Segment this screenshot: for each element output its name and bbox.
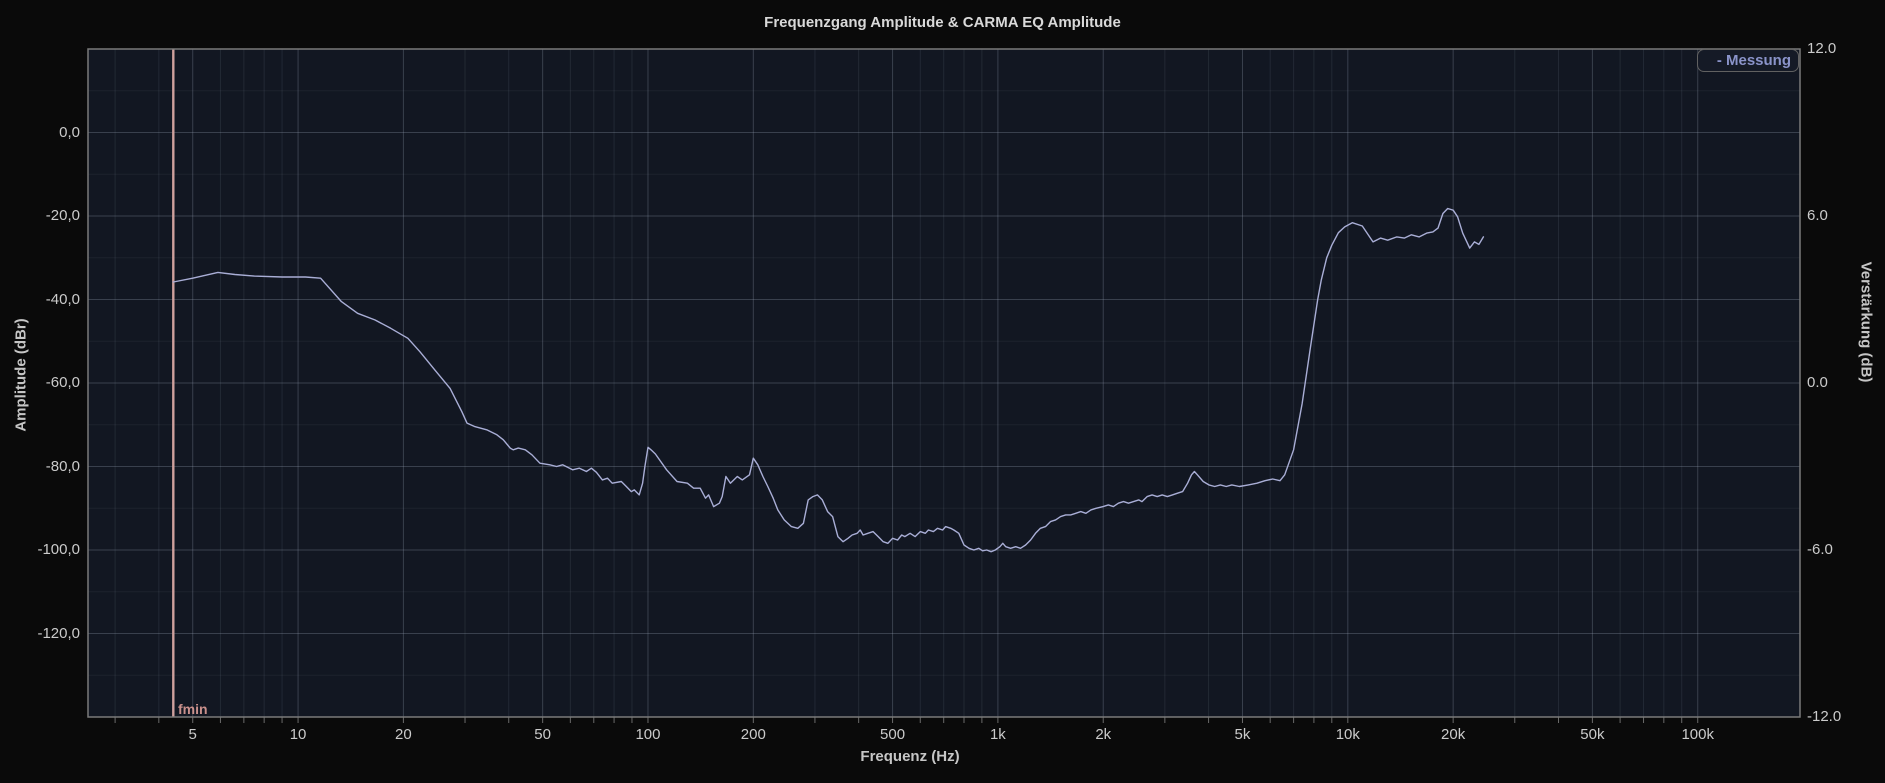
x-tick-label: 200 xyxy=(740,726,766,743)
x-tick-label: 5 xyxy=(188,726,197,743)
right-axis-title: Verstärkung (dB) xyxy=(1857,261,1875,383)
x-tick-label: 10 xyxy=(289,726,307,743)
y-right-tick-label: -12.0 xyxy=(1807,708,1842,725)
legend-item-messung: - Messung xyxy=(1716,52,1791,69)
y-left-tick-label: -40,0 xyxy=(45,290,80,308)
y-left-tick-label: -20,0 xyxy=(45,207,80,224)
x-tick-label: 50 xyxy=(534,726,551,743)
x-tick-label: 100k xyxy=(1681,726,1714,743)
x-tick-label: 500 xyxy=(880,726,906,743)
y-right-tick-label: 0.0 xyxy=(1807,374,1828,391)
x-axis-title: Frequenz (Hz) xyxy=(860,748,960,765)
x-tick-label: 20k xyxy=(1441,726,1466,743)
x-tick-label: 20 xyxy=(395,726,412,743)
y-left-tick-label: -100,0 xyxy=(37,541,80,558)
y-right-tick-label: 12.0 xyxy=(1807,40,1837,57)
x-tick-label: 5k xyxy=(1234,726,1251,743)
y-right-tick-label: -6.0 xyxy=(1807,541,1833,558)
y-left-tick-label: -120,0 xyxy=(37,624,80,642)
y-left-tick-label: -80,0 xyxy=(45,457,80,475)
x-tick-label: 100 xyxy=(635,726,661,743)
x-tick-label: 1k xyxy=(989,726,1006,743)
x-tick-label: 2k xyxy=(1095,726,1112,743)
y-right-tick-label: 6.0 xyxy=(1807,207,1828,224)
y-left-tick-label: 0,0 xyxy=(59,123,80,141)
chart-title: Frequenzgang Amplitude & CARMA EQ Amplit… xyxy=(764,14,1121,31)
fmin-marker-label: fmin xyxy=(178,701,208,717)
y-left-tick-label: -60,0 xyxy=(45,374,80,391)
x-tick-label: 10k xyxy=(1335,726,1360,743)
legend: - Messung xyxy=(1697,49,1799,72)
x-tick-label: 50k xyxy=(1580,726,1605,743)
